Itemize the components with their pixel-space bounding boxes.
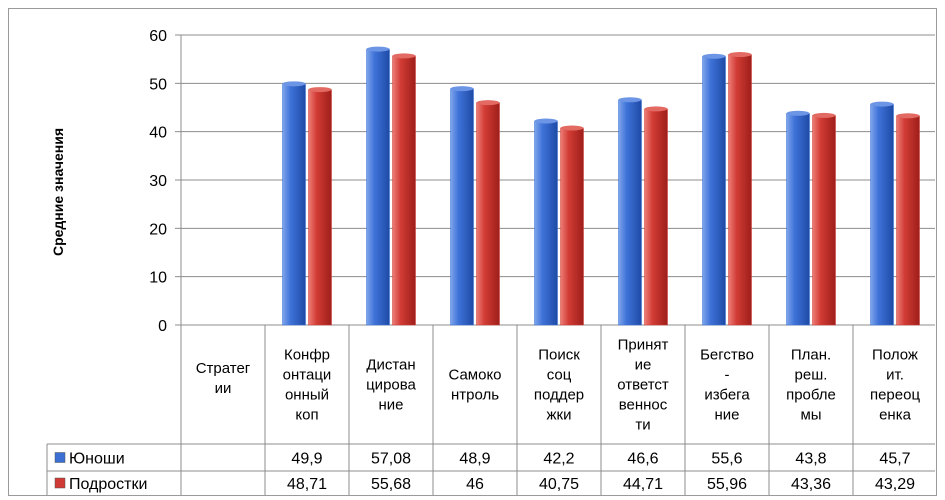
legend-swatch-1	[54, 452, 66, 463]
legend-label-1: Юноши	[69, 451, 125, 468]
bar-top	[476, 100, 500, 106]
bar-top	[812, 112, 836, 118]
category-label-5: Принят ие ответст веннос ти	[617, 337, 669, 434]
category-label-8: Полож ит. переоц енка	[870, 347, 920, 424]
value-cell-s2-c5: 44,71	[623, 476, 663, 493]
value-cell-s2-c3: 46	[466, 476, 484, 493]
bar-series2-5	[644, 108, 668, 326]
bar-series2-4	[560, 127, 584, 326]
bar-series1-3	[450, 88, 474, 326]
bar-series1-1	[282, 83, 306, 326]
bar-top	[702, 53, 726, 59]
bar-series2-8	[896, 115, 920, 326]
value-cell-s2-c1: 48,71	[287, 476, 327, 493]
bar-series2-6	[728, 54, 752, 326]
bar-series1-6	[702, 56, 726, 326]
bar-series1-5	[618, 99, 642, 326]
y-tick-label: 50	[149, 76, 167, 93]
category-label-6: Бегство -избега ние	[700, 347, 754, 424]
value-cell-s1-c7: 43,8	[795, 451, 826, 468]
bar-top	[870, 101, 894, 107]
value-cell-s2-c6: 55,96	[707, 476, 747, 493]
category-label-4: Поиск соц поддер жки	[534, 347, 584, 424]
value-cell-s2-c2: 55,68	[371, 476, 411, 493]
bar-series2-2	[392, 55, 416, 326]
value-cell-s1-c4: 42,2	[543, 451, 574, 468]
value-cell-s1-c5: 46,6	[627, 451, 658, 468]
bar-series2-1	[308, 89, 332, 326]
gridlines	[181, 34, 935, 326]
bar-top	[366, 46, 390, 52]
bar-top	[450, 86, 474, 92]
category-label-2: Дистан цирова ние	[366, 357, 416, 414]
bar-top	[392, 53, 416, 59]
bar-series1-7	[786, 113, 810, 326]
y-tick-label: 60	[149, 28, 167, 45]
bars	[282, 46, 920, 326]
bar-top	[618, 97, 642, 103]
value-cell-s1-c3: 48,9	[459, 451, 490, 468]
y-tick-label: 40	[149, 125, 167, 142]
bar-top	[786, 110, 810, 116]
value-cell-s1-c8: 45,7	[879, 451, 910, 468]
bar-series1-4	[534, 120, 558, 326]
value-cell-s1-c2: 57,08	[371, 451, 411, 468]
data-table: Стратег ии Конфр онтаци онный коп Дистан цирова…	[46, 325, 938, 495]
y-tick-label: 30	[149, 173, 167, 190]
bar-top	[896, 113, 920, 119]
y-tick-label: 10	[149, 270, 167, 287]
bar-top	[728, 52, 752, 58]
y-axis-label: Средние значения	[50, 128, 66, 256]
category-label-1: Конфр онтаци онный коп	[283, 347, 332, 424]
bar-series1-2	[366, 48, 390, 326]
bar-series1-8	[870, 103, 894, 326]
table-header-label: Стратег ии	[196, 360, 251, 397]
bar-series2-7	[812, 115, 836, 326]
bar-series2-3	[476, 102, 500, 326]
value-cell-s2-c8: 43,29	[875, 476, 915, 493]
bar-top	[534, 118, 558, 124]
value-cell-s1-c1: 49,9	[291, 451, 322, 468]
legend-label-2: Подростки	[69, 476, 147, 493]
value-cell-s1-c6: 55,6	[711, 451, 742, 468]
bar-top	[644, 106, 668, 112]
y-tick-label: 20	[149, 221, 167, 238]
bar-top	[282, 81, 306, 87]
chart-frame: 0 10 20 30 40 50 60 Стратег ии Конфр онтаци онный к…	[8, 8, 938, 496]
bar-chart: 0 10 20 30 40 50 60 Стратег ии Конфр онтаци онный к…	[46, 28, 938, 495]
bar-top	[308, 87, 332, 93]
category-label-7: План. реш. пробле мы	[786, 347, 836, 424]
category-label-3: Самоко нтроль	[448, 367, 501, 404]
value-cell-s2-c4: 40,75	[539, 476, 579, 493]
axes: 0 10 20 30 40 50 60	[149, 28, 182, 495]
legend-swatch-2	[54, 477, 66, 489]
value-cell-s2-c7: 43,36	[791, 476, 831, 493]
bar-top	[560, 125, 584, 131]
y-tick-label: 0	[158, 318, 167, 335]
